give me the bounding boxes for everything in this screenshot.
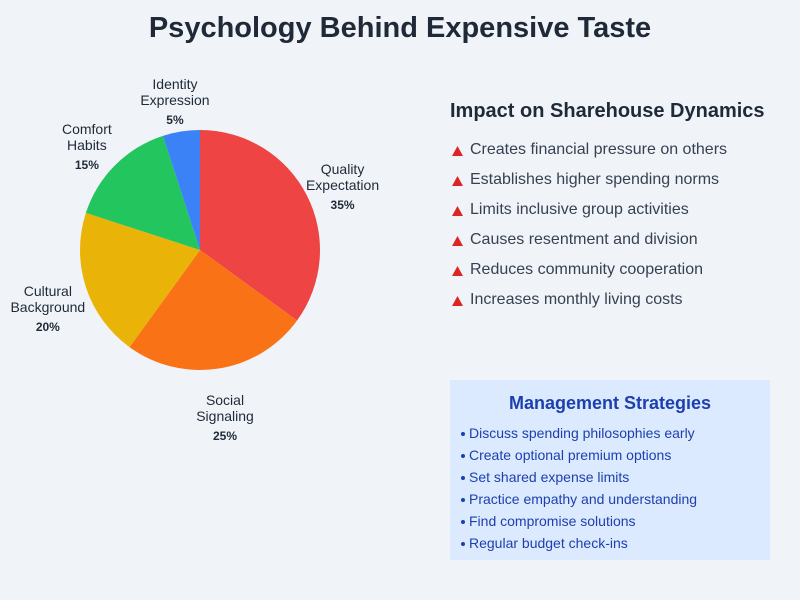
pie-slice	[80, 212, 200, 348]
pie-slice	[129, 250, 298, 370]
strategy-item: Discuss spending philosophies early	[450, 422, 770, 444]
strategies-panel: Management Strategies Discuss spending p…	[450, 380, 770, 560]
strategy-item: Practice empathy and understanding	[450, 488, 770, 510]
chart-title: Psychology Behind Expensive Taste	[148, 12, 652, 44]
impact-item: Limits inclusive group activities	[450, 195, 790, 225]
slice-label: Identity Expression	[140, 75, 210, 108]
slice-value-label: 15%	[74, 157, 99, 172]
impact-item: Establishes higher spending norms	[450, 165, 790, 195]
slice-value-label: 5%	[166, 112, 184, 127]
panel-title: Management Strategies	[508, 393, 712, 413]
strategies-list: Discuss spending philosophies early Creat…	[450, 422, 770, 554]
impact-item: Increases monthly living costs	[450, 285, 790, 315]
strategy-item: Find compromise solutions	[450, 510, 770, 532]
slice-value-label: 35%	[330, 198, 355, 213]
impact-list: Creates financial pressure on others Esta…	[450, 135, 790, 315]
panel-title: Impact on Sharehouse Dynamics	[450, 100, 765, 122]
slice-value-label: 25%	[213, 429, 238, 444]
slice-value-label: 20%	[35, 320, 60, 335]
impact-panel: Impact on Sharehouse Dynamics Creates fi…	[450, 100, 790, 315]
impact-item: Causes resentment and division	[450, 225, 790, 255]
strategy-item: Set shared expense limits	[450, 466, 770, 488]
impact-item: Reduces community cooperation	[450, 255, 790, 285]
strategy-item: Create optional premium options	[450, 444, 770, 466]
pie-slice	[200, 130, 320, 321]
slice-label: Comfort Habits	[61, 120, 112, 153]
slice-label: Social Signaling	[196, 392, 254, 425]
pie-slice	[162, 130, 200, 250]
slice-label: Cultural Background	[10, 283, 86, 316]
impact-item: Creates financial pressure on others	[450, 135, 790, 165]
slice-label: Quality Expectation	[305, 161, 380, 194]
strategy-item: Regular budget check-ins	[450, 532, 770, 554]
pie-slice	[85, 135, 200, 250]
